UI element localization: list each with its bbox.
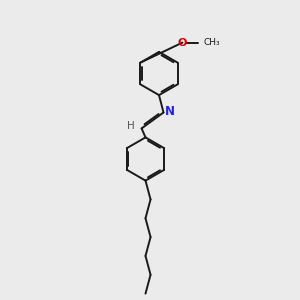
Text: O: O: [178, 38, 187, 48]
Text: N: N: [165, 105, 175, 119]
Text: CH₃: CH₃: [203, 38, 220, 47]
Text: H: H: [127, 121, 135, 131]
